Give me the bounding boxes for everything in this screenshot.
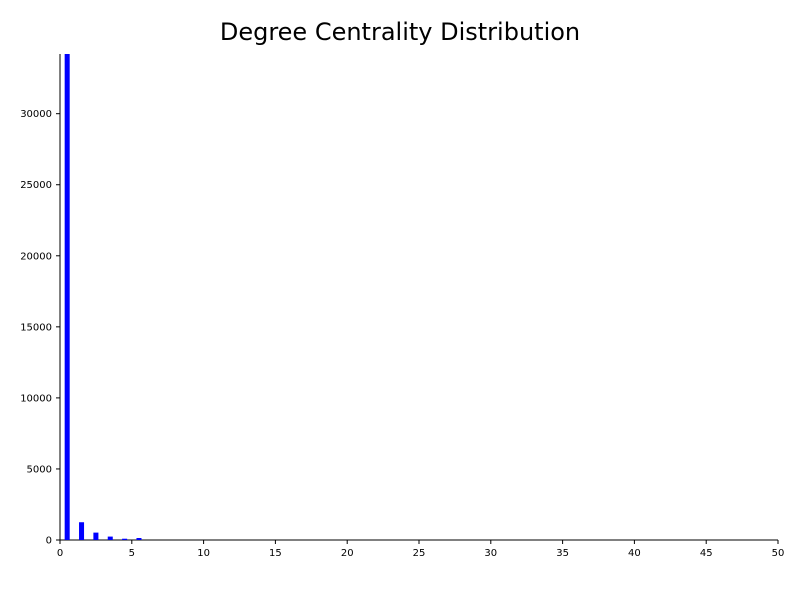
bar-5 [136, 538, 142, 540]
x-tick-label: 50 [772, 548, 785, 559]
x-tick-label: 30 [484, 548, 497, 559]
bar-4 [122, 538, 128, 540]
chart-title: Degree Centrality Distribution [219, 18, 581, 46]
bar-0 [64, 54, 70, 540]
bar-2 [93, 532, 99, 540]
bar-3 [107, 536, 113, 540]
x-tick-label: 20 [341, 548, 354, 559]
y-tick-label: 20000 [20, 251, 52, 262]
x-tick-label: 40 [628, 548, 641, 559]
y-tick-label: 10000 [20, 393, 52, 404]
x-tick-label: 25 [413, 548, 426, 559]
x-tick-label: 35 [556, 548, 569, 559]
y-tick-label: 5000 [27, 464, 52, 475]
y-tick-label: 15000 [20, 322, 52, 333]
x-tick-label: 45 [700, 548, 713, 559]
y-tick-label: 30000 [20, 109, 52, 120]
x-tick-label: 0 [57, 548, 63, 559]
y-tick-label: 0 [46, 536, 52, 547]
y-tick-label: 25000 [20, 180, 52, 191]
bar-1 [79, 522, 85, 540]
x-tick-label: 15 [269, 548, 282, 559]
x-tick-label: 5 [129, 548, 135, 559]
x-tick-label: 10 [197, 548, 210, 559]
